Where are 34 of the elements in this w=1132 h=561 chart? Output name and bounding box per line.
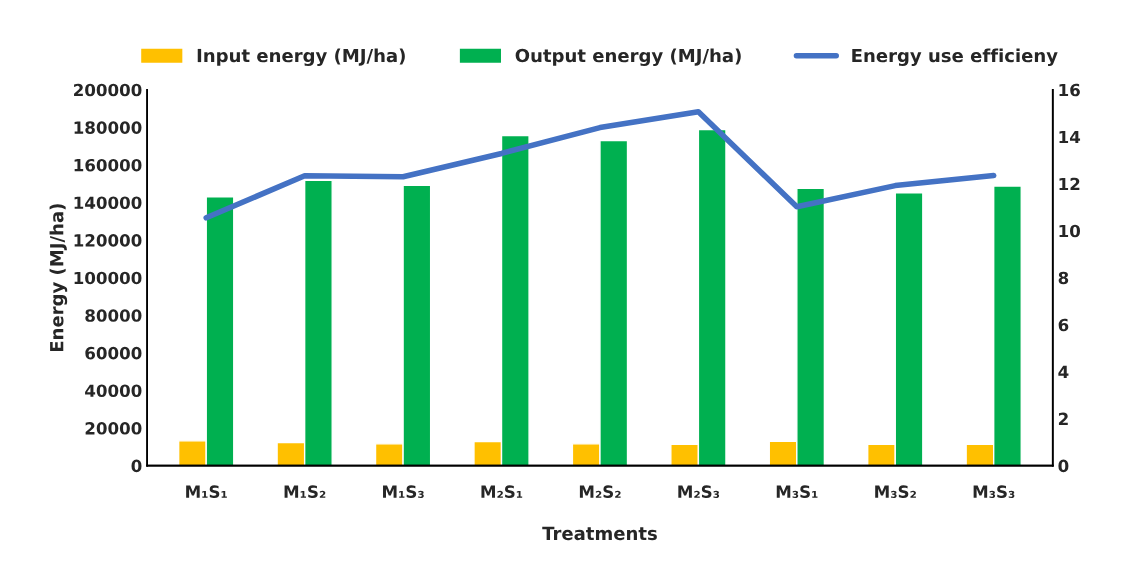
y-tick-label: 160000 — [74, 158, 142, 172]
x-tick-label: M₁S₂ — [284, 485, 326, 498]
y2-tick-label: 6 — [1058, 318, 1069, 332]
y-tick-label: 200000 — [74, 83, 142, 97]
y2-tick-label: 4 — [1058, 365, 1069, 378]
legend-label: Input energy (MJ/ha) — [197, 48, 405, 66]
y-tick-label: 140000 — [74, 196, 142, 210]
x-tick-label: M₃S₂ — [875, 485, 916, 498]
legend-label: Output energy (MJ/ha) — [515, 48, 741, 66]
y-tick-label: 20000 — [85, 422, 142, 435]
y2-tick-label: 10 — [1059, 224, 1081, 238]
y2-tick-label: 12 — [1059, 177, 1080, 191]
y2-tick-label: 0 — [1058, 459, 1069, 473]
y-tick-label: 80000 — [85, 309, 142, 322]
x-tick-label: M₁S₃ — [383, 485, 424, 498]
x-tick-label: M₃S₃ — [973, 485, 1015, 498]
y-tick-label: 40000 — [85, 384, 142, 398]
x-tick-label: M₂S₁ — [481, 485, 523, 498]
y-tick-label: 60000 — [85, 346, 142, 360]
y-tick-label: 100000 — [74, 271, 142, 285]
legend-label: Energy use efficieny — [852, 48, 1058, 66]
x-tick-label: M₂S₂ — [579, 485, 621, 498]
y-tick-label: 120000 — [74, 234, 142, 247]
y2-tick-label: 2 — [1058, 412, 1068, 425]
y2-tick-label: 8 — [1058, 271, 1069, 285]
y-axis-title: Energy (MJ/ha) — [49, 204, 68, 352]
x-axis-title: Treatments — [542, 526, 657, 541]
x-tick-label: M₁S₁ — [186, 485, 227, 498]
y2-tick-label: 14 — [1059, 130, 1081, 144]
x-tick-label: M₂S₃ — [678, 485, 720, 498]
y-tick-label: 0 — [131, 459, 142, 473]
y2-tick-label: 16 — [1059, 83, 1080, 97]
y-tick-label: 180000 — [74, 121, 142, 134]
x-tick-label: M₃S₁ — [776, 485, 818, 498]
